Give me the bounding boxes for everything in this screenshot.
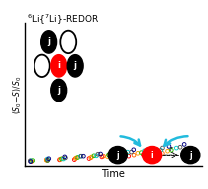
Point [147, 152, 150, 155]
Point [45, 159, 48, 162]
Point [63, 155, 66, 158]
Point [73, 158, 76, 161]
Point [29, 159, 32, 162]
Point [106, 155, 109, 158]
Point [156, 154, 160, 157]
Point [114, 156, 118, 159]
Point [96, 153, 100, 156]
Point [79, 155, 82, 158]
Point [89, 156, 93, 159]
Point [75, 156, 78, 159]
Point [150, 147, 153, 150]
Point [132, 148, 135, 151]
Point [124, 153, 128, 156]
Point [100, 155, 104, 158]
Point [130, 151, 133, 154]
Point [74, 157, 77, 160]
Point [170, 149, 173, 152]
Point [47, 157, 51, 160]
Point [79, 155, 83, 158]
Text: $^6$Li{$^7$Li}-REDOR: $^6$Li{$^7$Li}-REDOR [27, 13, 99, 27]
Point [46, 159, 49, 162]
Point [110, 153, 113, 156]
Point [92, 154, 96, 157]
Point [155, 150, 158, 153]
Point [107, 153, 110, 156]
Point [143, 149, 146, 152]
Point [60, 157, 63, 160]
Point [58, 158, 61, 161]
Point [31, 159, 35, 162]
Point [46, 157, 49, 160]
Point [87, 157, 91, 160]
Point [159, 149, 162, 152]
Point [182, 143, 186, 146]
Point [166, 150, 169, 153]
Point [99, 153, 102, 156]
Point [146, 149, 150, 152]
Point [120, 154, 123, 157]
Point [82, 155, 85, 158]
Point [29, 159, 32, 162]
Point [113, 151, 116, 154]
Point [149, 151, 153, 154]
Point [114, 150, 117, 153]
Point [76, 156, 79, 159]
Point [60, 157, 64, 160]
Point [117, 154, 121, 157]
Point [132, 154, 136, 157]
Point [90, 156, 93, 159]
Point [46, 159, 49, 162]
Point [161, 152, 164, 155]
Point [140, 151, 143, 154]
Point [175, 147, 178, 150]
Point [30, 160, 33, 163]
Point [142, 153, 145, 156]
Point [45, 158, 48, 161]
Point [102, 155, 105, 158]
Point [46, 159, 49, 162]
Point [58, 158, 62, 161]
Point [62, 157, 65, 160]
Point [178, 146, 182, 149]
Point [29, 160, 32, 163]
Point [30, 160, 33, 163]
Point [29, 160, 32, 163]
Point [64, 156, 67, 159]
Point [161, 146, 164, 149]
Point [167, 145, 171, 148]
Point [126, 151, 129, 154]
X-axis label: Time: Time [102, 169, 125, 179]
Point [127, 155, 130, 158]
Point [136, 152, 140, 155]
Point [95, 154, 98, 157]
Y-axis label: $(S_0$$-$$S)/S_0$: $(S_0$$-$$S)/S_0$ [11, 75, 24, 114]
